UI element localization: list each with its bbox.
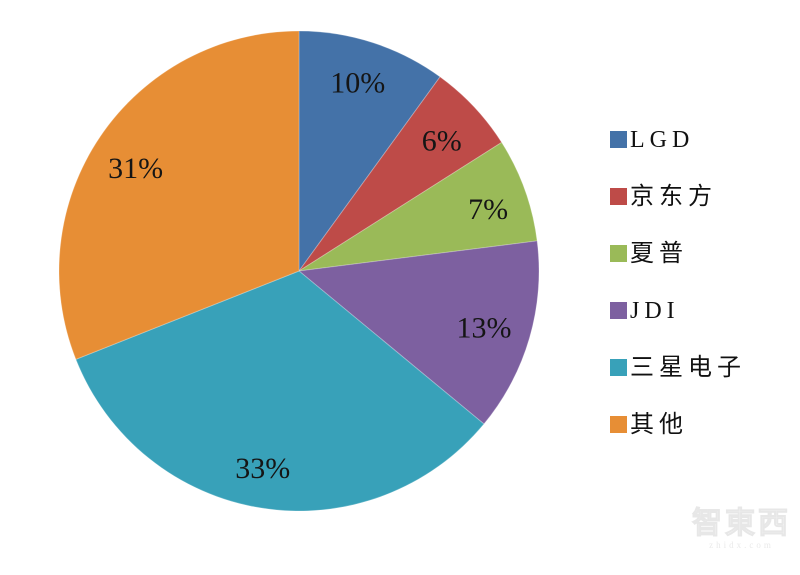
legend-item-JDI: JDI xyxy=(610,295,746,326)
pie-slice-三星电子 xyxy=(75,270,485,512)
legend-item-三星电子: 三星电子 xyxy=(610,352,746,383)
legend-item-其他: 其他 xyxy=(610,409,746,440)
legend-item-夏普: 夏普 xyxy=(610,238,746,269)
legend-label: 其他 xyxy=(630,411,688,438)
legend-label: LGD xyxy=(630,126,695,153)
pie-slice-夏普 xyxy=(298,141,538,272)
legend-swatch xyxy=(610,359,627,376)
legend-label: JDI xyxy=(630,297,680,324)
chart-legend: LGD 京东方夏普 JDI 三星电子其他 xyxy=(610,124,746,466)
pie-label-其他: 31% xyxy=(108,152,163,185)
pie-label-夏普: 7% xyxy=(468,193,508,226)
legend-label: 京东方 xyxy=(630,183,717,210)
pie-label-LGD: 10% xyxy=(330,66,385,99)
pie-slice-LGD xyxy=(298,30,441,273)
pie-label-三星电子: 33% xyxy=(235,452,290,485)
watermark-url: zhidx.com xyxy=(709,540,774,550)
legend-swatch xyxy=(610,131,627,148)
legend-item-LGD: LGD xyxy=(610,124,746,155)
legend-label: 夏普 xyxy=(630,240,688,267)
legend-label: 三星电子 xyxy=(630,354,746,381)
legend-swatch xyxy=(610,416,627,433)
legend-swatch xyxy=(610,245,627,262)
legend-swatch xyxy=(610,302,627,319)
legend-item-京东方: 京东方 xyxy=(610,181,746,212)
pie-slice-其他 xyxy=(58,30,300,360)
pie-label-京东方: 6% xyxy=(422,125,462,158)
pie-slice-京东方 xyxy=(298,76,503,272)
pie-label-JDI: 13% xyxy=(457,311,512,344)
watermark: 智東西 zhidx.com xyxy=(684,506,799,551)
legend-swatch xyxy=(610,188,627,205)
pie-slice-JDI xyxy=(297,240,540,425)
watermark-logo: 智東西 xyxy=(692,507,791,541)
